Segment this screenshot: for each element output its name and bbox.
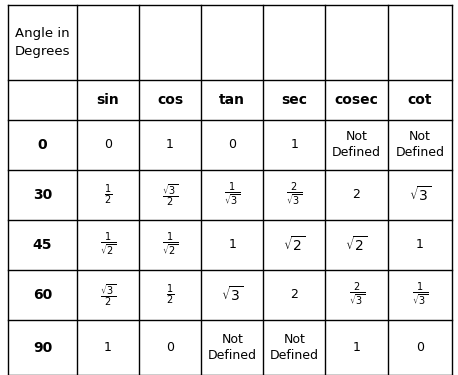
Text: 45: 45 [33, 238, 52, 252]
Text: $\sqrt{2}$: $\sqrt{2}$ [345, 236, 368, 255]
Text: $\frac{1}{\sqrt{3}}$: $\frac{1}{\sqrt{3}}$ [224, 181, 240, 209]
Text: 0: 0 [228, 138, 236, 152]
Text: 1: 1 [228, 238, 236, 252]
Text: Not
Defined: Not Defined [270, 333, 319, 362]
Text: Not
Defined: Not Defined [208, 333, 257, 362]
Text: $\frac{1}{\sqrt{3}}$: $\frac{1}{\sqrt{3}}$ [412, 281, 428, 309]
Text: 2: 2 [353, 189, 360, 201]
Text: 0: 0 [166, 341, 174, 354]
Text: 30: 30 [33, 188, 52, 202]
Text: $\frac{\sqrt{3}}{2}$: $\frac{\sqrt{3}}{2}$ [100, 282, 116, 308]
Text: cot: cot [408, 93, 432, 107]
Text: $\frac{\sqrt{3}}{2}$: $\frac{\sqrt{3}}{2}$ [162, 182, 178, 208]
Text: 90: 90 [33, 340, 52, 354]
Text: 0: 0 [38, 138, 47, 152]
Text: Not
Defined: Not Defined [332, 130, 381, 159]
Text: Angle in
Degrees: Angle in Degrees [15, 27, 70, 57]
Text: $\frac{1}{2}$: $\frac{1}{2}$ [166, 283, 174, 307]
Text: $\sqrt{3}$: $\sqrt{3}$ [409, 186, 431, 204]
Text: $\frac{2}{\sqrt{3}}$: $\frac{2}{\sqrt{3}}$ [349, 281, 365, 309]
Text: cosec: cosec [335, 93, 378, 107]
Text: 1: 1 [353, 341, 360, 354]
Text: 2: 2 [290, 288, 298, 302]
Text: $\frac{1}{2}$: $\frac{1}{2}$ [104, 183, 112, 207]
Text: 0: 0 [104, 138, 112, 152]
Text: $\frac{1}{\sqrt{2}}$: $\frac{1}{\sqrt{2}}$ [100, 231, 116, 259]
Text: cos: cos [157, 93, 183, 107]
Text: sec: sec [281, 93, 307, 107]
Text: $\sqrt{3}$: $\sqrt{3}$ [221, 285, 243, 304]
Text: Not
Defined: Not Defined [395, 130, 444, 159]
Text: 0: 0 [416, 341, 424, 354]
Text: $\frac{1}{\sqrt{2}}$: $\frac{1}{\sqrt{2}}$ [162, 231, 178, 259]
Text: $\sqrt{2}$: $\sqrt{2}$ [284, 236, 305, 255]
Text: tan: tan [219, 93, 245, 107]
Text: sin: sin [97, 93, 119, 107]
Text: $\frac{2}{\sqrt{3}}$: $\frac{2}{\sqrt{3}}$ [286, 181, 302, 209]
Text: 1: 1 [104, 341, 112, 354]
Text: 1: 1 [290, 138, 298, 152]
Text: 1: 1 [416, 238, 424, 252]
Text: 1: 1 [166, 138, 174, 152]
Text: 60: 60 [33, 288, 52, 302]
